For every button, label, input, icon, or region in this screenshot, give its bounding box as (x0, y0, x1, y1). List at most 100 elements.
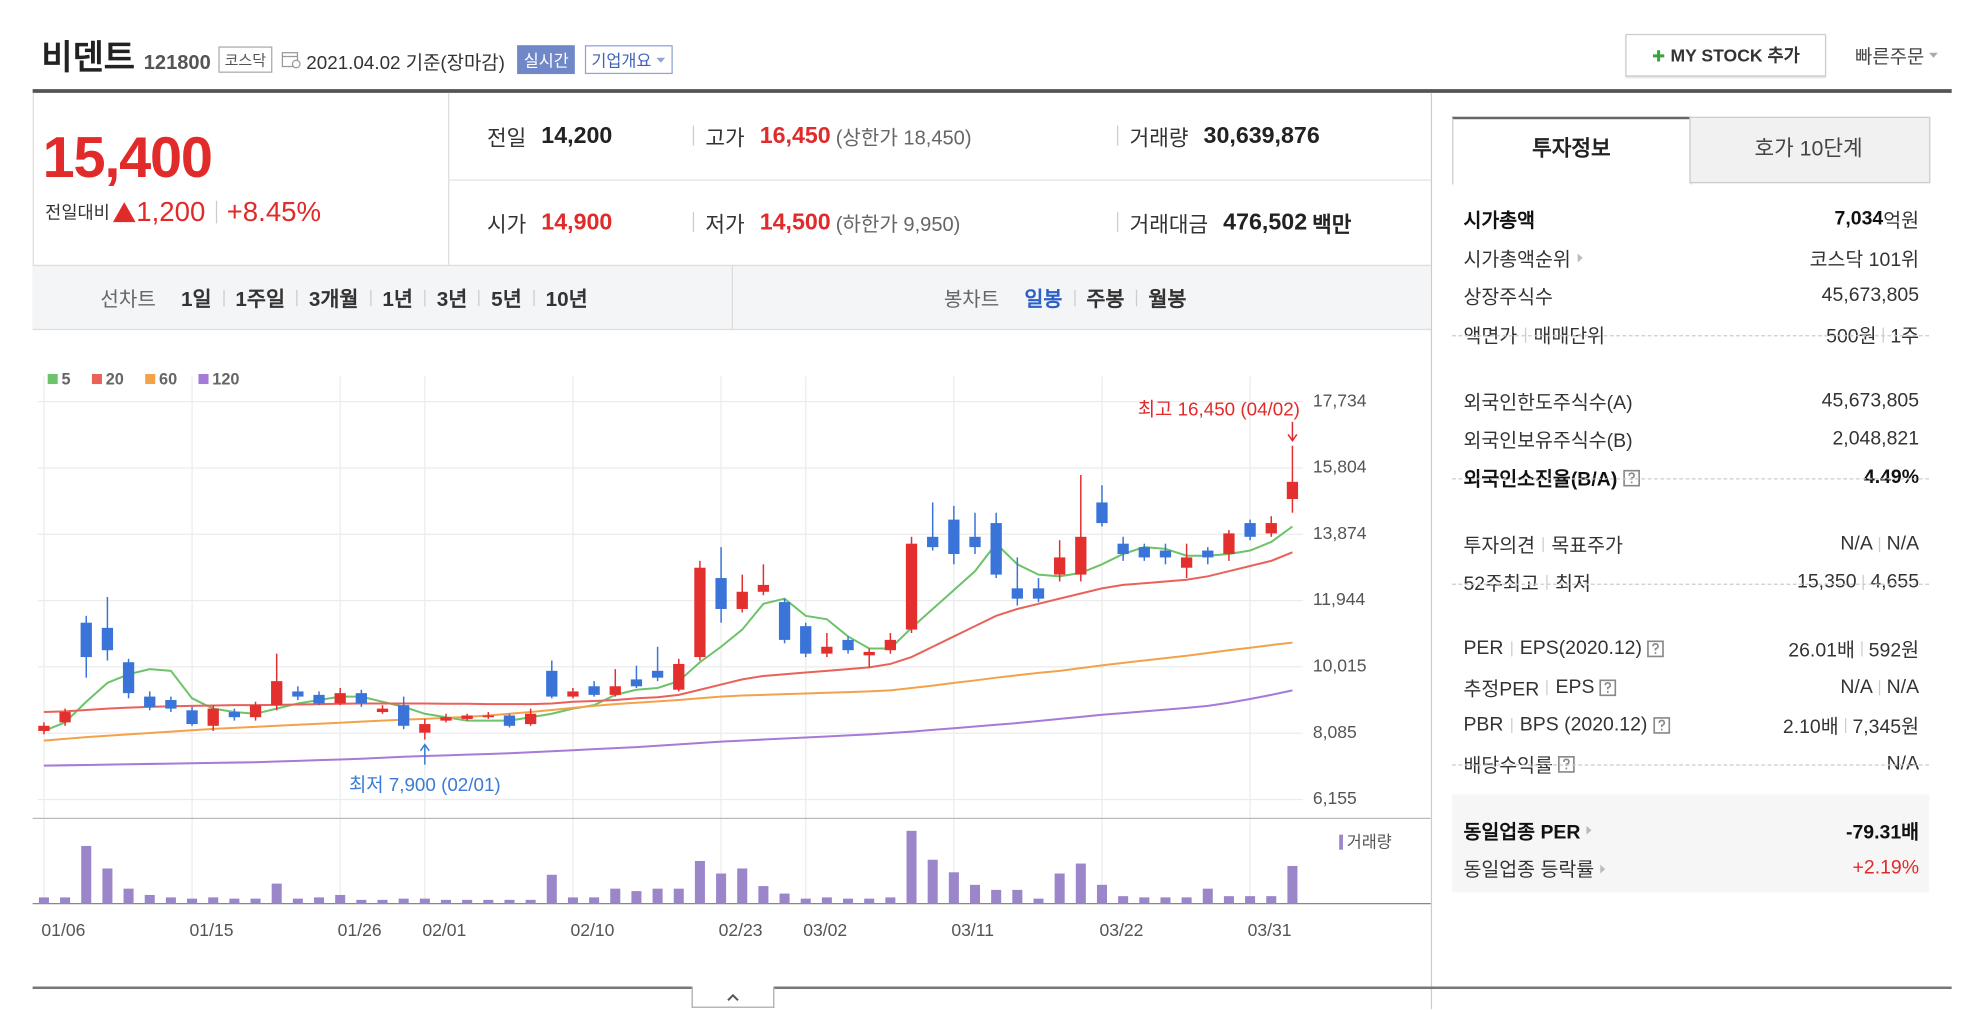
my-stock-button[interactable]: MY STOCK 추가 (1625, 33, 1827, 77)
candle-body (863, 651, 875, 656)
info-row: 투자의견 목표주가 N/A N/A (1463, 525, 1919, 563)
candle-body (144, 696, 156, 707)
row-label: 시가총액순위 (1463, 244, 1583, 272)
chart-tab[interactable]: 주봉 (1086, 288, 1125, 312)
volume-bar (1054, 873, 1065, 904)
label-text: 시가총액 (1463, 210, 1536, 233)
volume-legend-swatch (1339, 834, 1343, 850)
volume-bar (546, 874, 557, 904)
group-separator (1452, 764, 1930, 766)
peer-section (1452, 794, 1930, 893)
value-text: 7,345원 (1852, 716, 1920, 738)
volume-bar (462, 899, 473, 904)
chart-tab[interactable]: 1년 (382, 288, 413, 312)
value-text: 7,034 (1834, 208, 1884, 230)
info-row: 외국인한도주식수(A) 45,673,805 (1463, 382, 1919, 420)
separator (533, 289, 535, 306)
group-separator (1452, 582, 1930, 585)
help-icon-shape (1652, 717, 1670, 734)
arrow-icon-shape (1600, 864, 1606, 873)
field-note: (상한가 18,450) (835, 128, 972, 150)
volume-bar (631, 891, 642, 904)
candle-body (186, 710, 198, 725)
tab-label[interactable]: 투자정보 (1532, 136, 1611, 161)
separator (1542, 536, 1544, 552)
volume-bar (292, 898, 303, 904)
quote-field: 고가 16,450 (상한가 18,450) (705, 117, 971, 155)
candle-body (715, 578, 727, 609)
change-label: 전일대비 (45, 202, 110, 223)
candle-body (757, 584, 770, 592)
ma-line (43, 689, 1293, 767)
row-label: PBR BPS (2020.12) (1463, 714, 1670, 737)
x-tick-label: 02/10 (570, 920, 614, 940)
row-value: N/A N/A (1840, 533, 1919, 556)
separator (1524, 326, 1526, 343)
chart-tab[interactable]: 1주일 (235, 288, 286, 312)
volume-bar (60, 897, 71, 904)
chart-tab[interactable]: 일봉 (1024, 288, 1063, 312)
y-tick-label: 17,734 (1313, 390, 1367, 410)
tab-label[interactable]: 호가 10단계 (1754, 136, 1863, 161)
calendar-icon (281, 52, 301, 69)
arrow-icon-shape (1586, 825, 1592, 835)
realtime-badge[interactable]: 실시간 (517, 45, 576, 75)
candle-body (800, 626, 812, 654)
volume-bar (800, 898, 811, 904)
candle-body (1244, 523, 1256, 537)
volume-bar (991, 889, 1002, 904)
help-icon (1652, 717, 1670, 734)
volume-bar (1223, 896, 1234, 904)
chart-tab[interactable]: 3개월 (308, 288, 359, 312)
row-label: 시가총액 (1463, 206, 1535, 234)
candle-body (1032, 588, 1045, 599)
chart-tab[interactable]: 3년 (436, 288, 468, 312)
chart-tab[interactable]: 월봉 (1148, 288, 1187, 312)
quick-order[interactable]: 빠른주문 (1855, 41, 1939, 69)
field-unit: 백만 (1312, 212, 1352, 237)
candle-body (905, 543, 918, 630)
candle-body (228, 712, 241, 718)
separator (1861, 641, 1863, 657)
volume-bar (948, 872, 959, 904)
help-icon-shape (1599, 678, 1617, 696)
tab-selected[interactable] (1452, 116, 1692, 185)
candle-body (651, 670, 664, 678)
candle-body (694, 567, 706, 658)
candle-body (1011, 588, 1023, 599)
volume-bar (187, 898, 198, 904)
dropdown-icon (656, 57, 666, 63)
tab[interactable] (1689, 116, 1931, 184)
volume-bar (1118, 896, 1129, 904)
volume-bar (737, 868, 748, 904)
legend-label: 120 (212, 371, 239, 389)
high-arrow (1287, 421, 1298, 443)
info-row: 상장주식수 45,673,805 (1463, 277, 1919, 315)
volume-bar (229, 898, 240, 904)
collapse-button[interactable] (691, 986, 775, 1008)
row-label: 투자의견 목표주가 (1463, 530, 1623, 558)
row-label: PER EPS(2020.12) (1463, 638, 1665, 661)
chart-tab[interactable]: 1일 (180, 288, 212, 312)
row-label: 상장주식수 (1463, 282, 1553, 310)
chart-tab[interactable]: 5년 (491, 288, 522, 312)
field-value: 14,200 (541, 121, 613, 149)
quote-field: 시가 14,900 (487, 203, 612, 241)
candle-body (546, 670, 558, 697)
candle-body (355, 693, 367, 704)
info-row: 외국인보유주식수(B) 2,048,821 (1463, 420, 1919, 458)
field-label: 고가 (705, 126, 745, 150)
price-chart: 01/06 01/15 01/26 02/01 02/10 02/23 03/02 03/11… (32, 371, 1431, 940)
x-tick-label: 03/31 (1248, 920, 1292, 940)
separator (1879, 536, 1881, 552)
label-text: 상장주식수 (1463, 287, 1553, 309)
tab-group-label: 봉차트 (943, 289, 1000, 312)
chart-tab[interactable]: 10년 (545, 288, 588, 312)
volume-bar (652, 888, 663, 904)
help-icon (1599, 678, 1617, 696)
row-value: 2.10배 7,345원 (1783, 712, 1919, 740)
field-value: 14,500 (759, 208, 831, 235)
volume-bar (716, 873, 727, 904)
volume-bar (1012, 889, 1023, 904)
company-button[interactable]: 기업개요 (585, 45, 673, 75)
